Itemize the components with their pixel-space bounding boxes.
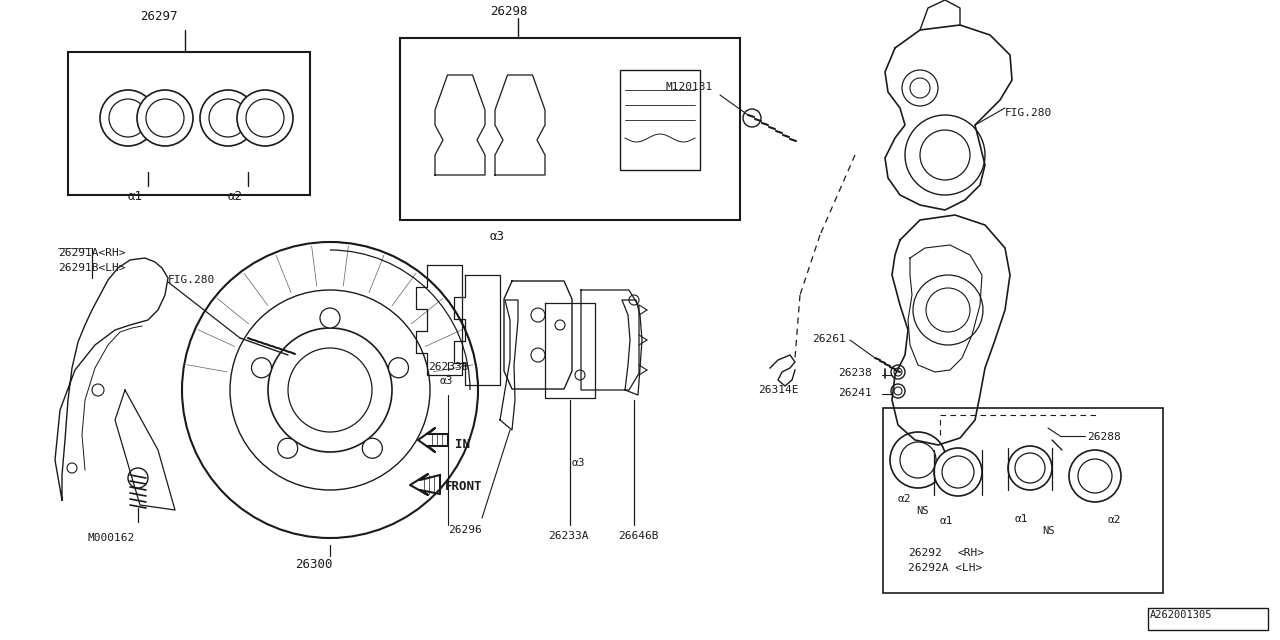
Circle shape: [128, 468, 148, 488]
Text: α1: α1: [128, 190, 143, 203]
Text: 26297: 26297: [140, 10, 178, 23]
Circle shape: [200, 90, 256, 146]
Bar: [68, 52, 310, 195]
Text: 26292: 26292: [908, 548, 942, 558]
Text: 26291A<RH>: 26291A<RH>: [58, 248, 125, 258]
Text: α2: α2: [228, 190, 243, 203]
Text: 26646B: 26646B: [618, 531, 658, 541]
Text: 26238: 26238: [838, 368, 872, 378]
Circle shape: [278, 438, 298, 458]
Circle shape: [1039, 416, 1051, 428]
Text: 26298: 26298: [490, 5, 527, 18]
Text: 26233B: 26233B: [428, 362, 468, 372]
Text: FIG.280: FIG.280: [1005, 108, 1052, 118]
Circle shape: [92, 384, 104, 396]
Circle shape: [100, 90, 156, 146]
Text: 26291B<LH>: 26291B<LH>: [58, 263, 125, 273]
Circle shape: [742, 109, 762, 127]
Text: α3: α3: [490, 230, 506, 243]
Circle shape: [388, 358, 408, 378]
Text: <RH>: <RH>: [957, 548, 986, 558]
Circle shape: [1069, 450, 1121, 502]
Text: M120131: M120131: [666, 82, 712, 92]
Text: M000162: M000162: [88, 533, 136, 543]
Circle shape: [1015, 453, 1044, 483]
Circle shape: [230, 290, 430, 490]
Circle shape: [556, 320, 564, 330]
Text: 26296: 26296: [448, 525, 481, 535]
Circle shape: [146, 99, 184, 137]
Circle shape: [942, 456, 974, 488]
Bar: [399, 38, 740, 220]
Circle shape: [182, 242, 477, 538]
Circle shape: [268, 328, 392, 452]
Text: α2: α2: [899, 494, 911, 504]
Circle shape: [925, 288, 970, 332]
Text: α1: α1: [940, 516, 954, 526]
Circle shape: [209, 99, 247, 137]
Text: α1: α1: [1015, 514, 1029, 524]
Circle shape: [628, 295, 639, 305]
Text: FIG.280: FIG.280: [168, 275, 215, 285]
Circle shape: [1009, 446, 1052, 490]
Text: 26241: 26241: [838, 388, 872, 398]
Text: NS: NS: [1042, 526, 1055, 536]
Text: IN: IN: [454, 438, 470, 451]
Circle shape: [288, 348, 372, 432]
Text: 26292A <LH>: 26292A <LH>: [908, 563, 982, 573]
Circle shape: [913, 275, 983, 345]
Circle shape: [934, 448, 982, 496]
Circle shape: [137, 90, 193, 146]
Circle shape: [893, 387, 902, 395]
Circle shape: [891, 384, 905, 398]
Text: 26288: 26288: [1087, 432, 1121, 442]
Circle shape: [1078, 459, 1112, 493]
Text: α2: α2: [1108, 515, 1121, 525]
Circle shape: [67, 463, 77, 473]
Circle shape: [891, 365, 905, 379]
Text: NS: NS: [916, 506, 928, 516]
Circle shape: [910, 78, 931, 98]
Circle shape: [905, 115, 986, 195]
Circle shape: [320, 308, 340, 328]
Text: A262001305: A262001305: [1149, 610, 1212, 620]
Text: α3: α3: [440, 376, 453, 386]
Text: α3: α3: [572, 458, 585, 468]
Text: 26233A: 26233A: [548, 531, 589, 541]
Circle shape: [890, 432, 946, 488]
Circle shape: [1036, 412, 1055, 432]
Text: 26314E: 26314E: [758, 385, 799, 395]
Circle shape: [900, 442, 936, 478]
Bar: [1148, 608, 1268, 630]
Circle shape: [252, 358, 271, 378]
Circle shape: [246, 99, 284, 137]
Bar: [883, 408, 1164, 593]
Text: 26300: 26300: [294, 558, 333, 571]
Circle shape: [109, 99, 147, 137]
Circle shape: [531, 348, 545, 362]
Circle shape: [362, 438, 383, 458]
Circle shape: [893, 368, 902, 376]
Text: FRONT: FRONT: [445, 480, 483, 493]
Circle shape: [575, 370, 585, 380]
Circle shape: [920, 130, 970, 180]
Circle shape: [531, 308, 545, 322]
Circle shape: [237, 90, 293, 146]
Circle shape: [902, 70, 938, 106]
Text: 26261: 26261: [812, 334, 846, 344]
Bar: [620, 70, 700, 170]
